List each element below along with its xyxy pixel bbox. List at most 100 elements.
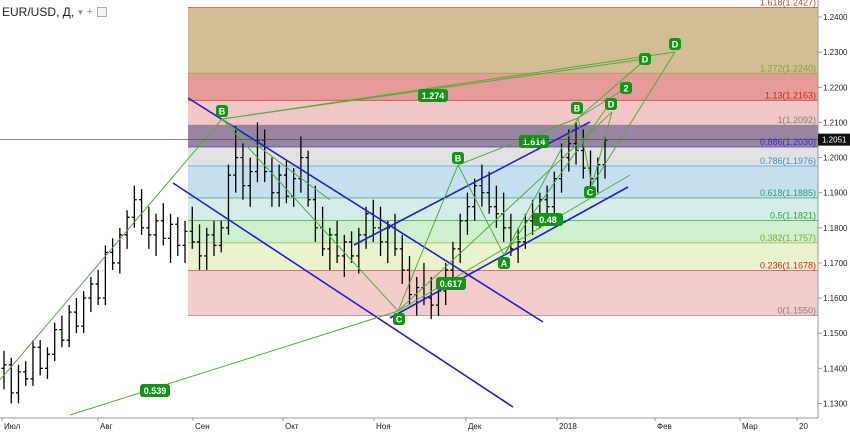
ohlc-bar (254, 122, 260, 183)
ratio-tag: 0.539 (140, 384, 170, 397)
wave-tag: D (639, 53, 651, 65)
ohlc-bar (102, 245, 108, 306)
x-tick-label: Дек (468, 422, 482, 431)
ohlc-bar (479, 164, 485, 207)
wave-tag: C (584, 186, 596, 198)
fibonacci-labels: 1.618(1.2427) 1.272(1.2240) 1.13(1.2163) 1(… (760, 0, 816, 316)
wave-tag: D (605, 98, 617, 110)
ohlc-bar (153, 213, 159, 256)
wave-line (221, 118, 331, 201)
ohlc-bar (218, 220, 224, 253)
wave-line (69, 310, 399, 416)
ohlc-bar (566, 129, 572, 172)
chevron-down-icon[interactable]: ▾ (78, 6, 83, 17)
wave-tag-bg (620, 82, 632, 94)
y-tick-label: 1.2400 (823, 13, 848, 22)
ohlc-bar (240, 143, 246, 200)
ohlc-bar (37, 340, 43, 376)
ohlc-bar (52, 322, 58, 362)
ohlc-bar (204, 227, 210, 270)
ohlc-bar (349, 231, 355, 263)
ratio-tag-text: 0.48 (539, 215, 557, 225)
wave-line (577, 59, 646, 119)
ohlc-bar (356, 227, 362, 274)
wave-tag: A (498, 257, 510, 269)
y-tick-label: 1.2200 (823, 83, 848, 92)
trend-channels (172, 97, 629, 408)
wave-tag-text: C (587, 188, 594, 198)
ratio-tag-text: 0.539 (144, 386, 167, 396)
fib-level-label: 0.5(1.1821) (770, 210, 816, 220)
ratio-tag: 0.617 (436, 277, 466, 290)
ohlc-bar (406, 255, 412, 306)
x-tick-label: 2018 (559, 422, 577, 431)
fib-band (188, 147, 818, 166)
wave-tag: B (571, 102, 583, 114)
plus-icon[interactable]: + (86, 6, 94, 18)
y-tick-label: 1.1800 (823, 224, 848, 233)
square-icon[interactable] (97, 7, 108, 17)
x-tick-label: 20 (799, 422, 808, 431)
ohlc-bar (493, 185, 499, 228)
wave-tag-text: A (501, 259, 508, 269)
fib-band (188, 100, 818, 126)
ohlc-bar (88, 276, 94, 313)
wave-line (457, 164, 505, 256)
ohlc-bar (211, 220, 217, 256)
ohlc-bar (73, 298, 79, 334)
fib-band (188, 7, 818, 74)
wave-line (577, 117, 593, 186)
fib-level-label: 1(1.2092) (777, 115, 816, 125)
x-tick-label: Мар (742, 422, 758, 431)
ohlc-bar (66, 305, 72, 348)
wave-tag-text: 2 (623, 84, 628, 94)
ohlc-bar (225, 164, 231, 235)
ohlc-bar (464, 192, 470, 235)
chart-header: EUR/USD, Д, ▾ + (2, 3, 108, 21)
ohlc-bar (1, 350, 7, 390)
ohlc-bar (399, 234, 405, 285)
y-tick-label: 1.1700 (823, 259, 848, 268)
y-tick-label: 1.2100 (823, 118, 848, 127)
fib-level-label: 1.13(1.2163) (765, 90, 816, 100)
wave-tag: B (452, 152, 464, 164)
wave-line (503, 99, 613, 256)
ohlc-bar (363, 206, 369, 249)
ohlc-bar (189, 206, 195, 249)
wave-tag: D (669, 38, 681, 50)
ratio-tag-text: 1.274 (422, 91, 445, 101)
y-tick-label: 1.2300 (823, 48, 848, 57)
ohlc-bar (486, 171, 492, 214)
ohlc-bar (305, 150, 311, 207)
fib-level-label: 0.618(1.1885) (760, 188, 816, 198)
wave-line (0, 118, 223, 381)
fib-level-label: 0.236(1.1678) (760, 261, 816, 271)
wave-tag: B (216, 105, 228, 117)
y-tick-label: 1.1600 (823, 294, 848, 303)
fib-level-label: 0.382(1.1757) (760, 233, 816, 243)
x-tick-label: Сен (195, 422, 210, 431)
ohlc-bar (117, 227, 123, 274)
wave-line (577, 87, 627, 119)
ohlc-bar (15, 364, 21, 404)
ohlc-bar (182, 220, 188, 263)
last-price-badge (818, 133, 850, 146)
symbol-label[interactable]: EUR/USD, Д, (2, 5, 75, 19)
y-tick-label: 1.1900 (823, 189, 848, 198)
ohlc-bar (580, 129, 586, 179)
channel-line (389, 186, 629, 319)
wave-line (591, 111, 613, 186)
price-axis-bg (818, 0, 850, 418)
ohlc-bar (131, 185, 137, 228)
ohlc-bar (341, 234, 347, 277)
ohlc-bar (197, 224, 203, 270)
ohlc-bar (247, 157, 253, 207)
fib-level-label: 0.786(1.1976) (760, 156, 816, 166)
ohlc-bar (472, 178, 478, 221)
ratio-tag-bg (533, 213, 563, 226)
y-tick-label: 1.1300 (823, 399, 848, 408)
y-tick-label: 1.1500 (823, 329, 848, 338)
wave-tag-bg (393, 313, 405, 325)
